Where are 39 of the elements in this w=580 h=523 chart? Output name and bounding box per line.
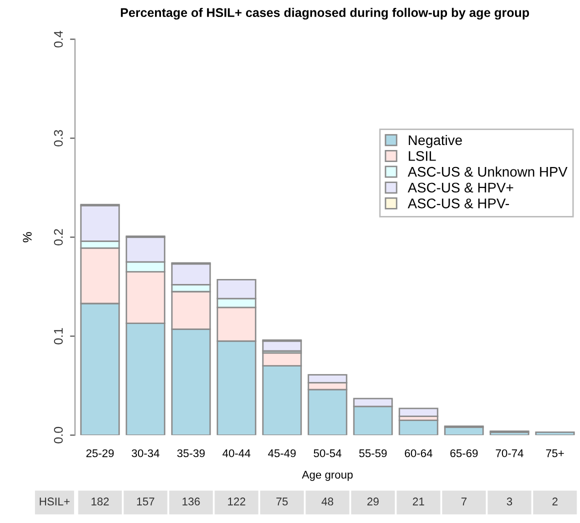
x-tick-label: 65-69: [450, 449, 478, 458]
text: 7: [461, 498, 467, 506]
text: 2: [552, 498, 558, 506]
x-tick-label: 50-54: [314, 449, 342, 458]
x-axis-title: Age group: [302, 470, 353, 481]
y-axis-title: %: [22, 232, 32, 242]
text: 136: [182, 498, 200, 506]
text: 29: [367, 498, 379, 506]
x-tick-label: 40-44: [222, 449, 250, 458]
x-tick-label: 75+: [546, 449, 564, 458]
text: 3: [506, 498, 512, 506]
bar: [398, 408, 438, 418]
y-tick-label: 0.3: [54, 130, 63, 146]
bar: [535, 431, 575, 436]
text: 75: [276, 498, 288, 506]
x-tick-label: 70-74: [496, 449, 524, 458]
text: HSIL+: [40, 498, 70, 506]
y-tick-label: 0.1: [54, 328, 63, 344]
legend-label: ASC-US & Unknown HPV: [408, 166, 568, 177]
text: 21: [412, 498, 424, 506]
x-tick-label: 60-64: [404, 449, 432, 458]
legend-label: LSIL: [408, 151, 436, 161]
y-tick-label: 0.0: [54, 426, 63, 444]
text: 157: [137, 498, 154, 506]
chart-title: Percentage of HSIL+ cases diagnosed during follow-up by age group: [120, 8, 530, 20]
text: 182: [92, 498, 109, 506]
text: 122: [228, 498, 246, 506]
x-tick-label: 30-34: [132, 449, 160, 458]
legend-label: Negative: [408, 134, 462, 148]
legend-label: ASC-US & HPV-: [408, 198, 509, 208]
x-tick-label: 55-59: [359, 449, 387, 458]
bar: [398, 420, 438, 436]
y-tick-label: 0.2: [54, 229, 63, 246]
y-tick-label: 0.4: [54, 30, 63, 48]
x-tick-label: 45-49: [268, 449, 296, 458]
x-tick-label: 35-39: [177, 449, 205, 458]
text: 48: [322, 498, 334, 506]
x-tick-label: 25-29: [86, 449, 114, 458]
legend-label: ASC-US & HPV+: [408, 182, 514, 193]
